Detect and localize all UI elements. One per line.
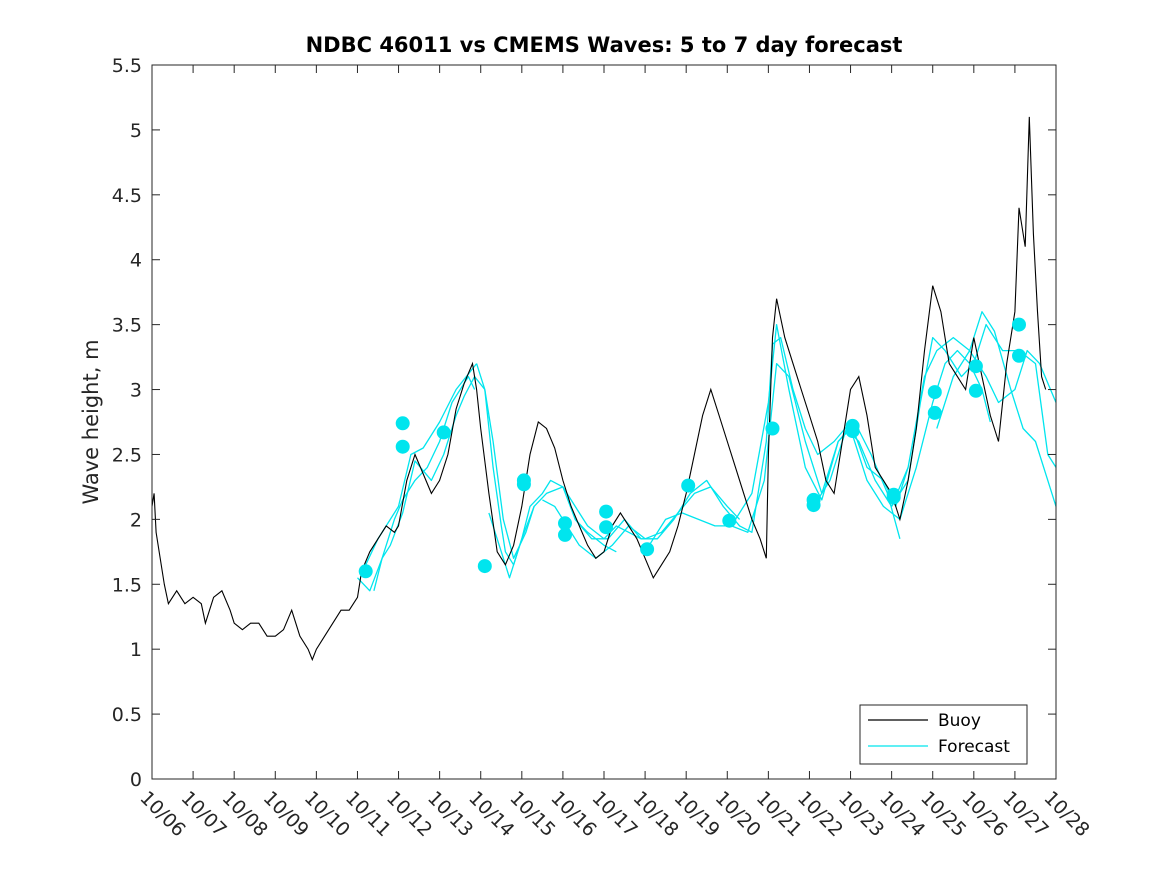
forecast-marker: [927, 405, 942, 420]
y-tick-label: 0: [130, 769, 142, 791]
forecast-markers: [358, 317, 1026, 579]
forecast-marker: [968, 359, 983, 374]
forecast-line-12: [936, 311, 1057, 507]
forecast-line-5: [488, 486, 617, 579]
legend-buoy-label: Buoy: [938, 711, 981, 731]
forecast-marker: [395, 416, 410, 431]
forecast-marker: [599, 504, 614, 519]
legend: Buoy Forecast: [859, 704, 1028, 765]
forecast-marker: [640, 542, 655, 557]
y-tick-label: 3: [130, 380, 142, 402]
forecast-marker: [886, 487, 901, 502]
y-axis-label: Wave height, m: [79, 339, 103, 504]
y-tick-label: 4.5: [112, 185, 142, 207]
forecast-marker: [477, 559, 492, 574]
y-tick-label: 1.5: [112, 574, 142, 596]
forecast-marker: [927, 385, 942, 400]
forecast-line-1: [357, 375, 476, 592]
forecast-marker: [395, 439, 410, 454]
forecast-line-4: [475, 363, 642, 566]
forecast-marker: [516, 473, 531, 488]
y-tick-label: 5: [130, 120, 142, 142]
buoy-series: [151, 116, 1047, 662]
forecast-marker: [765, 421, 780, 436]
forecast-marker: [558, 516, 572, 531]
forecast-marker: [845, 418, 860, 433]
legend-forecast-label: Forecast: [938, 737, 1010, 757]
forecast-marker: [599, 520, 614, 535]
y-tick-label: 2: [130, 509, 142, 531]
forecast-line-6: [542, 486, 741, 559]
y-tick-label: 4: [130, 250, 142, 272]
y-tick-label: 3.5: [112, 315, 142, 337]
chart-title: NDBC 46011 vs CMEMS Waves: 5 to 7 day fo…: [306, 33, 903, 57]
y-tick-label: 5.5: [112, 55, 142, 77]
forecast-marker: [436, 425, 451, 440]
forecast-marker: [806, 498, 821, 513]
plot-area: [152, 65, 1056, 779]
forecast-marker: [722, 513, 737, 528]
legend-box: [859, 704, 1028, 765]
y-tick-label: 2.5: [112, 444, 142, 466]
buoy-line: [151, 116, 1047, 662]
forecast-marker: [968, 383, 983, 398]
forecast-marker: [558, 527, 572, 542]
y-tick-label: 1: [130, 639, 142, 661]
forecast-marker: [681, 478, 696, 493]
forecast-line-8: [648, 362, 901, 546]
y-axis: 0 0.5 1 1.5 2 2.5 3 3.5 4 4.5 5 5.5: [112, 55, 1056, 791]
forecast-marker: [1012, 348, 1026, 363]
y-tick-label: 0.5: [112, 704, 142, 726]
forecast-marker: [1012, 317, 1026, 332]
forecast-line-9: [734, 323, 991, 521]
forecast-marker: [358, 564, 373, 579]
